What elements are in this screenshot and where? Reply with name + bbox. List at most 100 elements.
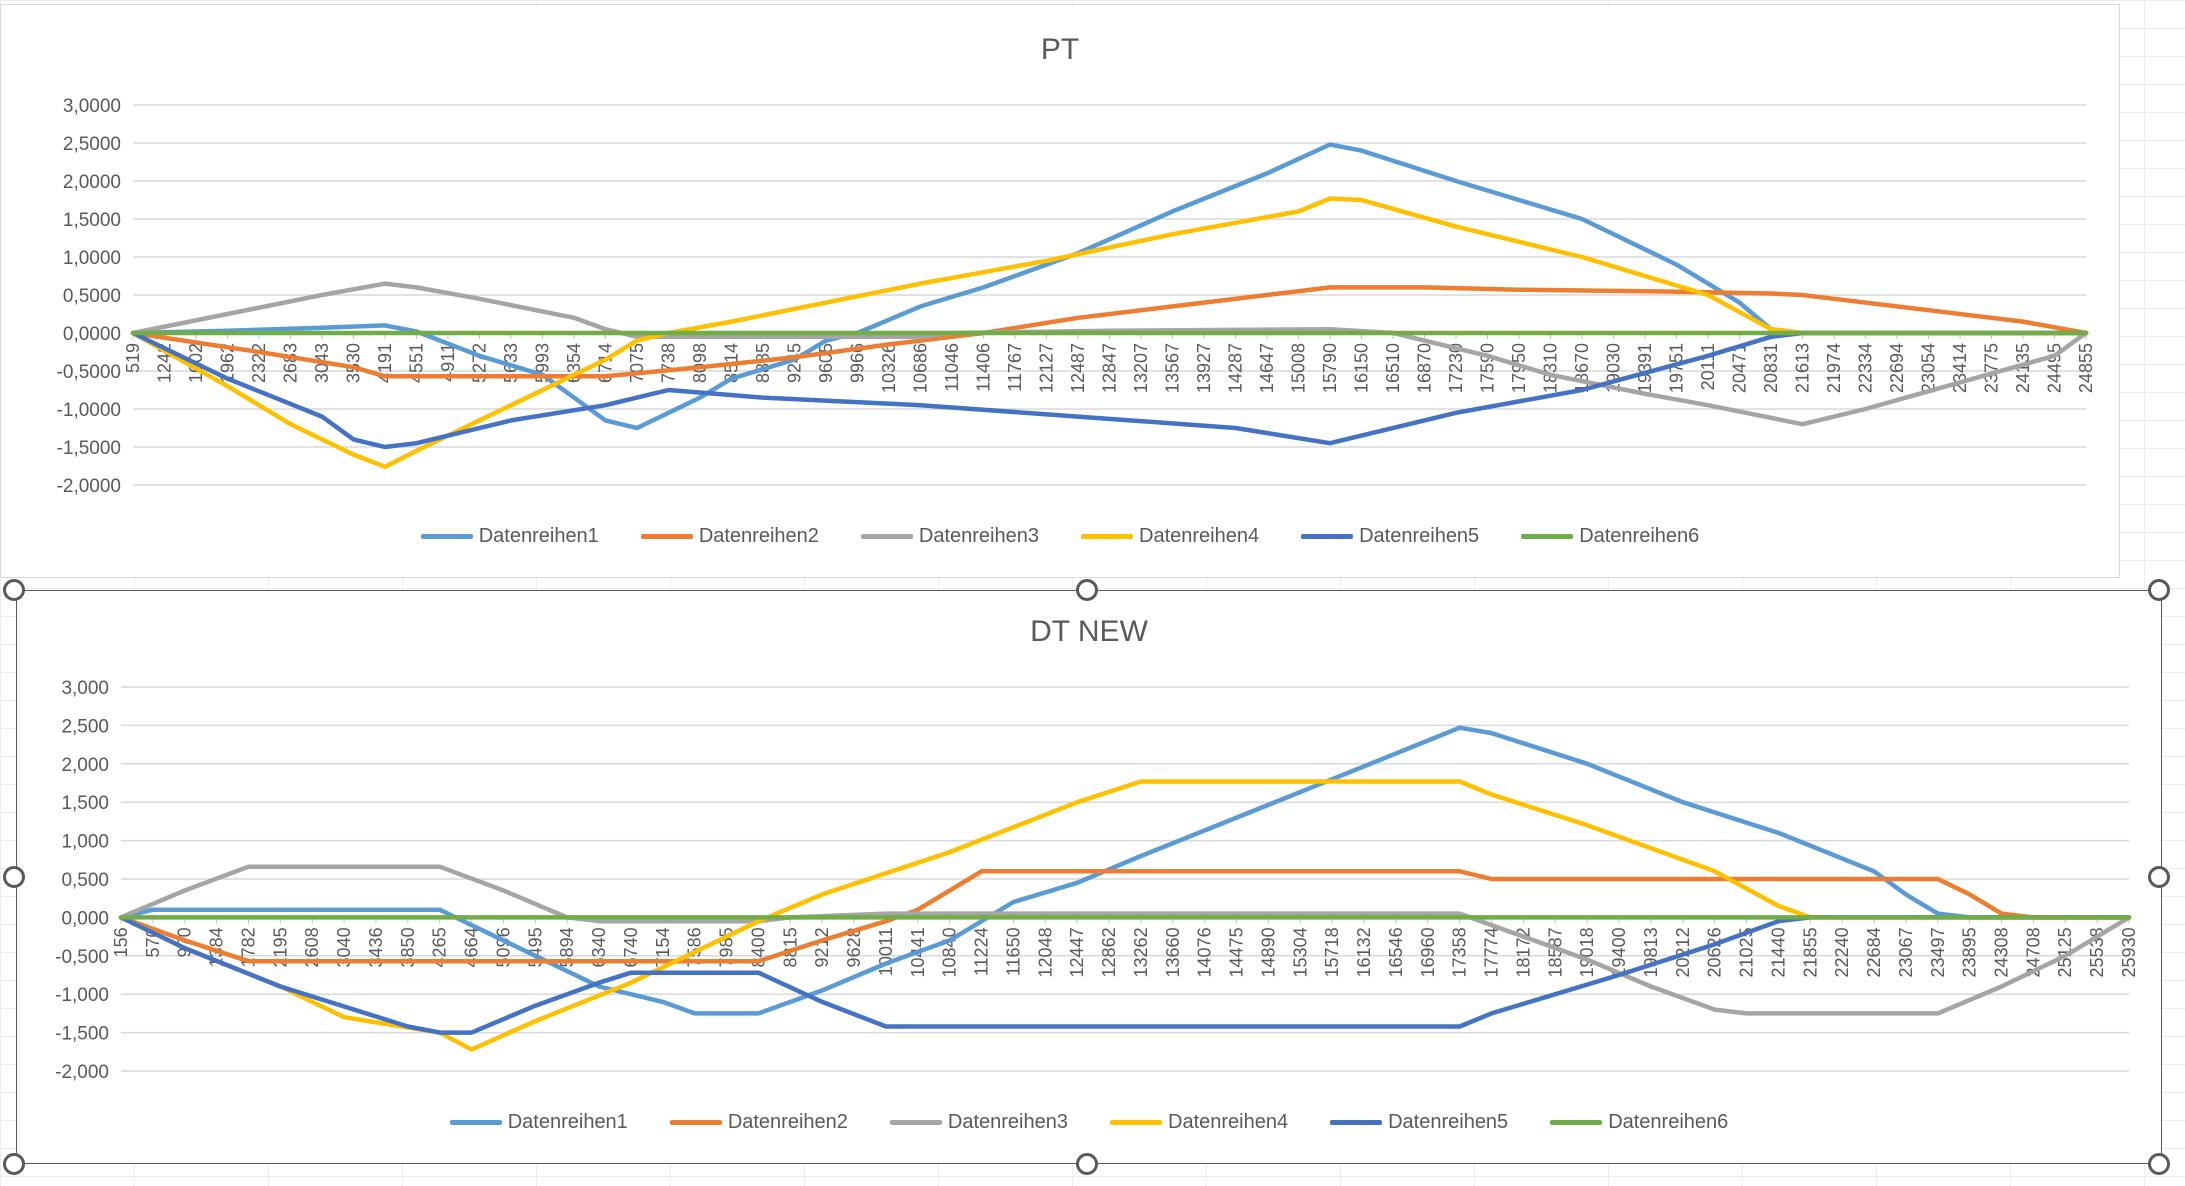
series-line-datenreihen4[interactable] [130, 196, 2089, 470]
series-line-datenreihen1[interactable] [118, 725, 2132, 1016]
x-tick-label: 13207 [1131, 343, 1151, 393]
x-tick-label: 18670 [1572, 343, 1592, 393]
x-tick-label: 19813 [1641, 927, 1661, 977]
x-tick-label: 9966 [848, 343, 868, 383]
x-tick-label: 4664 [462, 927, 482, 967]
y-tick-label: 3,0000 [63, 96, 121, 117]
x-tick-label: 1962 [218, 343, 238, 383]
y-tick-label: 2,000 [61, 755, 109, 776]
x-tick-label: 13927 [1194, 343, 1214, 393]
x-tick-label: 156 [111, 927, 131, 957]
y-tick-label: -0,5000 [57, 362, 121, 383]
x-tick-label: 8098 [690, 343, 710, 383]
legend-swatch [1330, 1120, 1383, 1125]
resize-handle-top-right[interactable] [2148, 579, 2170, 601]
series-line-datenreihen4[interactable] [118, 779, 2132, 1052]
legend-item[interactable]: Datenreihen2 [640, 525, 819, 548]
legend-label: Datenreihen1 [478, 525, 599, 547]
legend-item[interactable]: Datenreihen4 [1081, 525, 1259, 548]
chart-title: PT [1040, 33, 1080, 66]
legend-item[interactable]: Datenreihen5 [1330, 1111, 1508, 1134]
series-line-datenreihen2[interactable] [130, 285, 2089, 379]
x-tick-label: 17774 [1482, 927, 1502, 977]
x-tick-label: 7738 [659, 343, 679, 383]
series-line-datenreihen3[interactable] [118, 864, 2132, 1016]
y-tick-label: 1,0000 [63, 248, 121, 269]
x-tick-label: 7154 [653, 927, 673, 967]
x-tick-label: 15304 [1290, 927, 1310, 977]
legend-label: Datenreihen5 [1359, 525, 1480, 547]
y-tick-label: 1,5000 [63, 210, 121, 231]
x-tick-label: 3436 [366, 927, 386, 967]
x-tick-label: 21613 [1793, 343, 1813, 393]
y-tick-label: 3,000 [61, 678, 109, 699]
x-tick-label: 17358 [1450, 927, 1470, 977]
x-tick-label: 17590 [1478, 343, 1498, 393]
x-tick-label: 7075 [627, 343, 647, 383]
x-tick-label: 23054 [1919, 343, 1939, 393]
x-tick-label: 4265 [430, 927, 450, 967]
legend-swatch [1550, 1120, 1603, 1125]
legend-item[interactable]: Datenreihen6 [1550, 1111, 1728, 1134]
legend-item[interactable]: Datenreihen5 [1301, 525, 1479, 548]
series-line-datenreihen5[interactable] [118, 915, 2132, 1035]
x-tick-label: 2608 [302, 927, 322, 967]
y-tick-label: -1,5000 [57, 438, 121, 459]
x-tick-label: 9212 [812, 927, 832, 967]
resize-handle-bottom-right[interactable] [2148, 1153, 2170, 1175]
resize-handle-middle-right[interactable] [2148, 866, 2170, 888]
legend-item[interactable]: Datenreihen3 [889, 1111, 1068, 1134]
x-tick-label: 24855 [2076, 343, 2096, 393]
x-tick-label: 519 [123, 343, 143, 373]
resize-handle-top-left[interactable] [3, 579, 25, 601]
legend-item[interactable]: Datenreihen3 [860, 525, 1039, 548]
y-tick-label: 0,5000 [63, 286, 121, 307]
x-tick-label: 13567 [1163, 343, 1183, 393]
legend-swatch [669, 1120, 722, 1125]
legend-swatch [449, 1120, 502, 1125]
resize-handle-middle-left[interactable] [3, 866, 25, 888]
x-tick-label: 17230 [1446, 343, 1466, 393]
x-tick-label: 6714 [596, 343, 616, 383]
x-tick-label: 22684 [1864, 927, 1884, 977]
legend-label: Datenreihen6 [1579, 525, 1700, 547]
x-tick-label: 13262 [1131, 927, 1151, 977]
y-tick-label: 0,500 [61, 870, 109, 891]
x-tick-label: 10326 [879, 343, 899, 393]
series-line-datenreihen5[interactable] [130, 330, 2089, 450]
legend-label: Datenreihen4 [1168, 1111, 1289, 1133]
resize-handle-bottom-left[interactable] [3, 1153, 25, 1175]
x-tick-label: 16960 [1418, 927, 1438, 977]
legend-item[interactable]: Datenreihen1 [449, 1111, 628, 1134]
series-line-datenreihen3[interactable] [130, 281, 2089, 427]
x-tick-label: 6340 [589, 927, 609, 967]
legend-item[interactable]: Datenreihen2 [669, 1111, 848, 1134]
x-tick-label: 15718 [1322, 927, 1342, 977]
x-tick-label: 17950 [1509, 343, 1529, 393]
legend-label: Datenreihen1 [507, 1111, 628, 1133]
resize-handle-bottom-center[interactable] [1076, 1153, 1098, 1175]
chart-dt-new[interactable]: DT NEW 3,000 2,500 2,000 1,500 1,000 0,500 0,0… [16, 590, 2162, 1164]
legend-item[interactable]: Datenreihen6 [1521, 525, 1699, 548]
x-tick-label: 14475 [1227, 927, 1247, 977]
chart-pt[interactable]: PT 3,0000 2,5000 2,0000 1,5000 1,0000 0,5000 0… [0, 4, 2120, 578]
x-tick-label: 12487 [1068, 343, 1088, 393]
resize-handle-top-center[interactable] [1076, 579, 1098, 601]
legend-swatch [1301, 534, 1354, 539]
x-tick-label: 16132 [1354, 927, 1374, 977]
legend-item[interactable]: Datenreihen4 [1110, 1111, 1288, 1134]
x-tick-label: 11650 [1003, 927, 1023, 976]
x-tick-label: 19400 [1609, 927, 1629, 977]
x-tick-label: 9605 [816, 343, 836, 383]
legend-item[interactable]: Datenreihen1 [420, 525, 599, 548]
x-tick-label: 23067 [1896, 927, 1916, 977]
series-line-datenreihen2[interactable] [118, 869, 2132, 964]
x-tick-label: 21974 [1824, 343, 1844, 393]
x-tick-label: 11767 [1005, 343, 1025, 392]
x-tick-label: 23497 [1928, 927, 1948, 977]
legend-swatch [860, 534, 913, 539]
x-tick-label: 22694 [1887, 343, 1907, 393]
x-tick-label: 7586 [685, 927, 705, 967]
x-tick-label: 19391 [1635, 343, 1655, 393]
x-tick-label: 16150 [1352, 343, 1372, 393]
